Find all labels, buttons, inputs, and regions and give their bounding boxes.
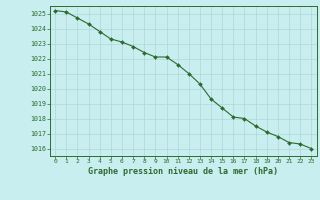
X-axis label: Graphe pression niveau de la mer (hPa): Graphe pression niveau de la mer (hPa)	[88, 167, 278, 176]
